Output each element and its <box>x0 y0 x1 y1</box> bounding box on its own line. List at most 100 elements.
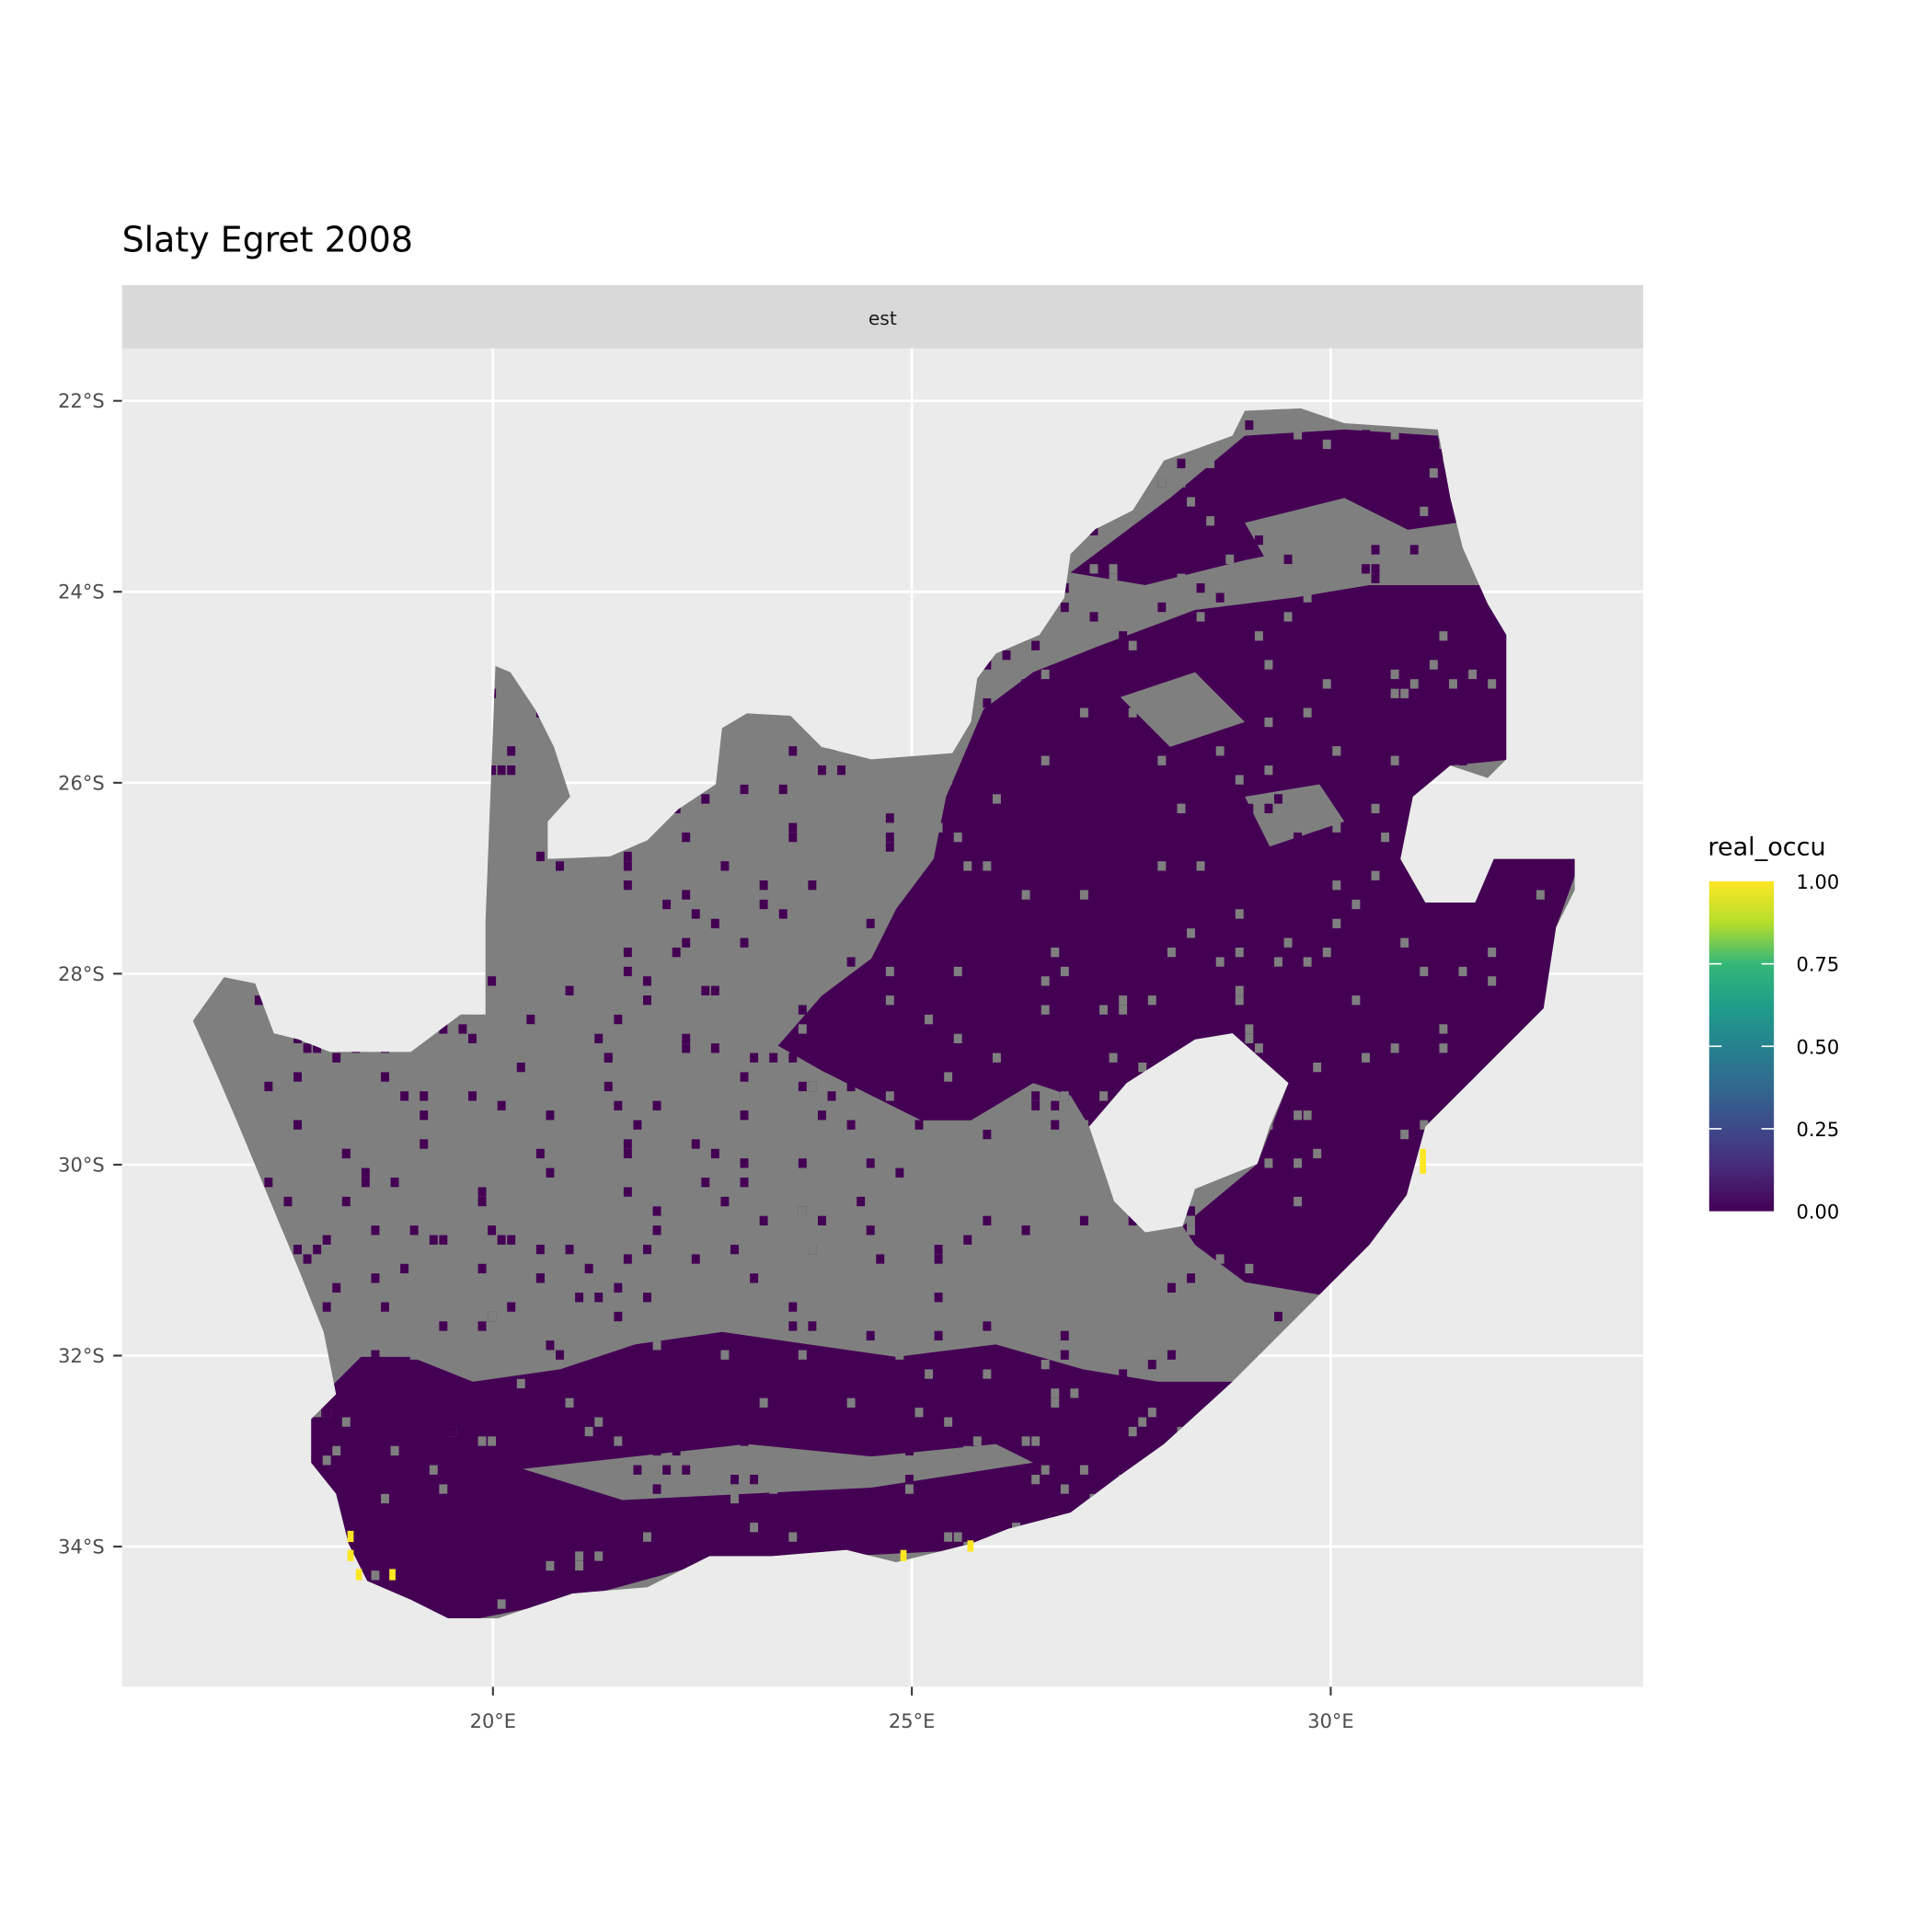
cell <box>1079 1215 1088 1225</box>
cell <box>1235 1263 1244 1274</box>
cell <box>1371 870 1380 880</box>
cell <box>1235 775 1244 785</box>
cell <box>1274 525 1282 535</box>
cell <box>1225 487 1235 498</box>
cell <box>1235 669 1244 680</box>
cell <box>1031 1388 1041 1398</box>
cell <box>371 1225 380 1236</box>
cell <box>944 775 953 785</box>
cell <box>1187 688 1195 698</box>
cell <box>857 1196 866 1207</box>
cell <box>293 1244 302 1255</box>
cell <box>623 947 632 958</box>
cell <box>740 1158 749 1168</box>
cell <box>1187 775 1195 785</box>
cell <box>1187 1225 1195 1236</box>
cell <box>944 1225 953 1236</box>
cell <box>1119 1311 1128 1322</box>
cell <box>468 1033 477 1044</box>
cell <box>1420 966 1429 977</box>
cell <box>420 1091 429 1101</box>
cell <box>963 1445 972 1456</box>
cell <box>662 899 672 910</box>
cell <box>885 1091 894 1101</box>
cell <box>1264 813 1273 823</box>
cell <box>535 1273 545 1283</box>
cell <box>866 918 875 929</box>
cell <box>458 1110 467 1121</box>
cell <box>759 1215 768 1225</box>
cell <box>1089 861 1098 871</box>
cell <box>983 1033 992 1044</box>
cell <box>1341 803 1351 813</box>
cell <box>1235 727 1244 737</box>
cell <box>633 1465 642 1475</box>
cell <box>1051 1397 1060 1408</box>
cell <box>798 1311 807 1322</box>
cell <box>1283 937 1293 948</box>
cell <box>1177 458 1186 468</box>
cell <box>1245 842 1254 852</box>
cell <box>633 1120 642 1130</box>
cell <box>604 1215 613 1225</box>
cell <box>866 1225 875 1236</box>
cell <box>691 966 700 977</box>
cell <box>885 1063 894 1073</box>
cell <box>798 1129 807 1140</box>
cell <box>817 1455 826 1466</box>
cell <box>1128 832 1137 843</box>
cell <box>1371 573 1380 583</box>
cell <box>914 1436 924 1446</box>
cell <box>604 1052 613 1063</box>
cell <box>1322 564 1331 574</box>
cell <box>526 1014 535 1025</box>
cell <box>497 1599 506 1609</box>
y-tick-label: 24°S <box>58 581 104 604</box>
cell <box>1099 1005 1108 1015</box>
cell <box>1264 660 1273 670</box>
cell <box>953 1091 962 1101</box>
cell <box>652 1340 661 1351</box>
cell <box>1283 612 1293 622</box>
cell <box>1079 1120 1088 1130</box>
cell <box>1157 477 1167 488</box>
cell <box>332 1282 341 1293</box>
cell <box>720 861 730 871</box>
cell <box>846 784 856 795</box>
cell <box>497 1455 506 1466</box>
cell <box>817 1215 826 1225</box>
cell <box>1245 1014 1254 1025</box>
cell <box>1264 957 1273 967</box>
cell <box>710 985 719 995</box>
cell <box>1322 1196 1331 1207</box>
cell <box>808 880 817 891</box>
cell <box>1371 842 1380 852</box>
cell <box>439 1580 448 1590</box>
cell <box>1439 631 1448 641</box>
cell <box>1206 554 1215 565</box>
cell <box>1051 1100 1060 1110</box>
cell <box>1177 803 1186 813</box>
cell <box>682 832 691 843</box>
cell <box>846 1063 856 1073</box>
cell <box>1400 1129 1409 1140</box>
cell <box>1283 861 1293 871</box>
cell <box>390 1178 399 1188</box>
cell <box>798 1397 807 1408</box>
cell <box>1128 707 1137 718</box>
cell <box>652 1206 661 1216</box>
cell <box>322 1302 331 1312</box>
cell <box>983 1321 992 1331</box>
cell <box>1177 765 1186 776</box>
cell <box>934 1455 943 1466</box>
cell <box>507 1378 516 1389</box>
cell <box>1254 775 1263 785</box>
cell <box>400 1091 409 1101</box>
cell <box>740 1110 749 1121</box>
cell <box>1051 736 1060 747</box>
cell <box>1420 650 1429 661</box>
cell <box>1021 784 1030 795</box>
cell <box>652 1484 661 1494</box>
cell <box>1420 506 1429 516</box>
cell <box>420 1321 429 1331</box>
